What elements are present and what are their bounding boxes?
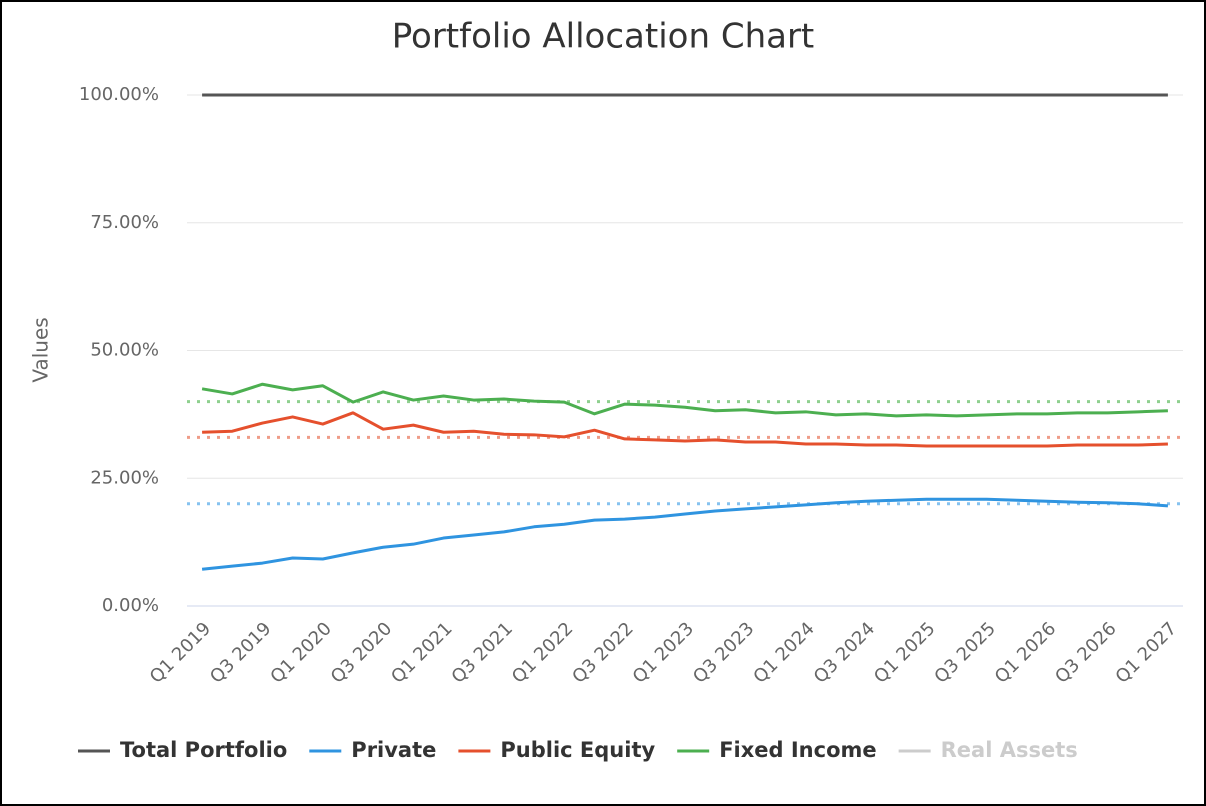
y-tick-label: 0.00%	[102, 595, 159, 616]
legend-label[interactable]: Fixed Income	[719, 738, 876, 762]
chart-title: Portfolio Allocation Chart	[392, 17, 815, 57]
y-tick-label: 100.00%	[79, 84, 159, 105]
y-axis-title: Values	[29, 317, 53, 382]
series-line	[201, 382, 1168, 418]
y-tick-label: 50.00%	[90, 340, 159, 361]
legend-label[interactable]: Real Assets	[941, 738, 1078, 762]
series-line	[202, 411, 1168, 448]
y-tick-label: 75.00%	[90, 212, 159, 233]
legend-label[interactable]: Private	[351, 738, 436, 762]
legend-label[interactable]: Total Portfolio	[120, 738, 287, 762]
legend-label[interactable]: Public Equity	[500, 738, 655, 762]
y-tick-label: 25.00%	[90, 467, 159, 488]
series-line	[201, 497, 1169, 571]
